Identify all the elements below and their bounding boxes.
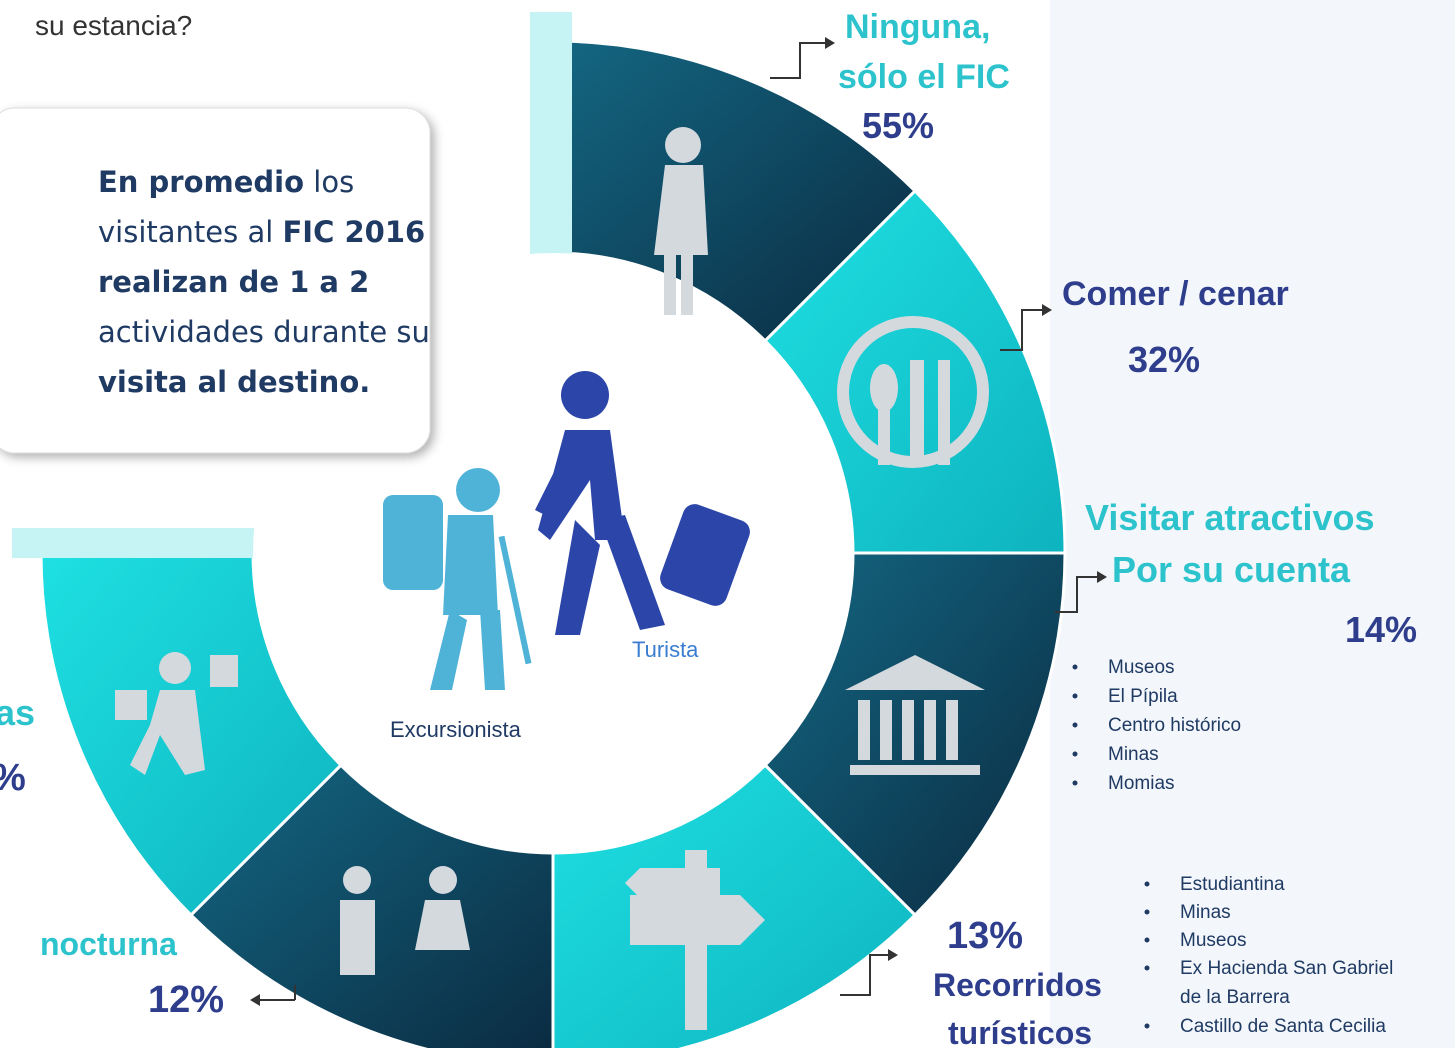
accent-bar (12, 528, 295, 558)
callout-box (0, 107, 431, 454)
callout-span: En promedio (98, 165, 304, 199)
callout-span: FIC 2016 (283, 215, 426, 249)
detail-item: El Pípila (1108, 686, 1178, 707)
bullet (1144, 881, 1150, 887)
detail-item: Momias (1108, 773, 1175, 794)
detail-item: Castillo de Santa Cecilia (1180, 1016, 1386, 1037)
detail-item: Estudiantina (1180, 874, 1285, 895)
detail-item: Museos (1108, 657, 1175, 678)
bullet (1144, 965, 1150, 971)
detail-item: Centro histórico (1108, 715, 1241, 736)
hiker-icon (383, 468, 532, 690)
segment-icons (115, 127, 989, 1030)
percent: 13% (947, 915, 1023, 957)
callout-span: visitantes al (98, 215, 283, 249)
detail-item: de la Barrera (1180, 987, 1290, 1008)
detail-list: Museos El Pípila Centro histórico Minas Momi… (1072, 657, 1241, 794)
bullet (1072, 664, 1078, 670)
question: su estancia? (35, 10, 192, 41)
percent: 12% (148, 979, 224, 1021)
callout-line: actividades durante su (98, 315, 430, 349)
arrowheads (250, 37, 1107, 1006)
detail-list: Estudiantina Minas Museos Ex Hacienda San G… (1144, 874, 1393, 1037)
callout-span: visita al destino. (98, 365, 370, 399)
hiker-label: Excursionista (390, 717, 522, 742)
label: Comer / cenar (1062, 275, 1289, 313)
bullet (1144, 1023, 1150, 1029)
bullet (1144, 909, 1150, 915)
tourist-icon (535, 371, 750, 635)
bullet (1144, 937, 1150, 943)
tourist-label: Turista (632, 637, 699, 662)
bullet (1072, 751, 1078, 757)
percent: 14% (1345, 609, 1417, 650)
label: Por su cuenta (1112, 549, 1351, 590)
detail-item: Minas (1180, 902, 1231, 923)
bullet (1072, 780, 1078, 786)
background-pattern (1050, 0, 1455, 1048)
label: nocturna (40, 926, 177, 962)
percent: % (0, 757, 26, 799)
bullet (1072, 693, 1078, 699)
callout-span: los (304, 165, 354, 199)
percent: 32% (1128, 339, 1200, 380)
percent: 55% (862, 105, 934, 146)
label: turísticos (948, 1015, 1092, 1048)
callout-line: realizan de 1 a 2 (98, 265, 369, 299)
callout-line: En promedio los (98, 165, 354, 199)
callout-text: En promedio los visitantes al FIC 2016 rea… (98, 165, 430, 399)
detail-item: Ex Hacienda San Gabriel (1180, 958, 1393, 979)
callout-line: visitantes al FIC 2016 (98, 215, 425, 249)
label: Ninguna, (845, 8, 990, 46)
label: Visitar atractivos (1085, 497, 1375, 538)
callout-span: realizan de 1 a 2 (98, 265, 369, 299)
callout-span: actividades durante su (98, 315, 430, 349)
callout-line: visita al destino. (98, 365, 370, 399)
connectors (260, 42, 1097, 1001)
accent-bar (530, 12, 572, 295)
label: as (0, 692, 35, 733)
detail-item: Minas (1108, 744, 1159, 765)
bullet (1072, 722, 1078, 728)
detail-item: Museos (1180, 930, 1247, 951)
label: sólo el FIC (838, 58, 1010, 96)
label: Recorridos (933, 967, 1102, 1003)
